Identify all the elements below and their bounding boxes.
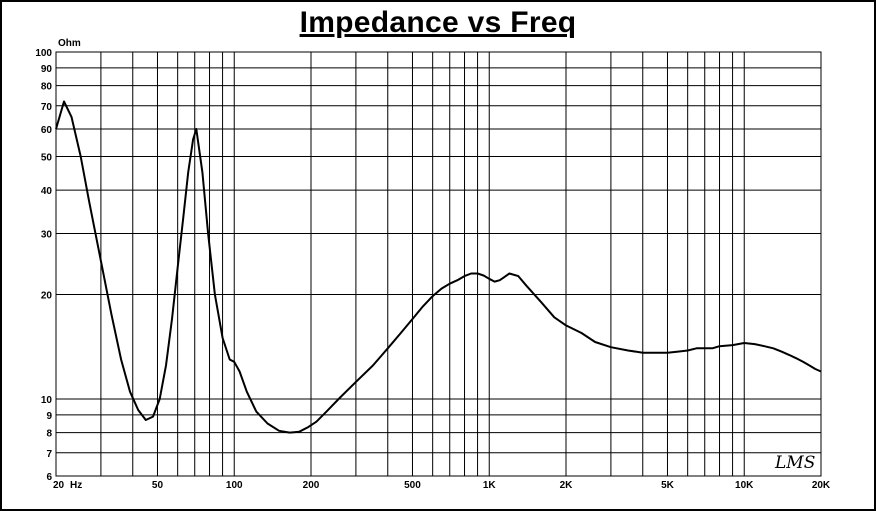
x-tick-label: 50 (152, 480, 164, 491)
y-tick-label: 40 (41, 186, 53, 197)
x-tick-label: 500 (404, 480, 421, 491)
x-tick-label: 1K (483, 480, 497, 491)
x-tick-label: 5K (661, 480, 675, 491)
lms-signature: LMS (774, 453, 815, 473)
y-tick-label: 6 (46, 472, 52, 483)
chart-title: Impedance vs Freq (299, 6, 577, 39)
x-tick-label: 200 (303, 480, 320, 491)
y-tick-label: 30 (41, 229, 53, 240)
x-tick-labels: 20 50 100 200 500 1K 2K 5K 10K 20K (53, 480, 831, 491)
grid-lines (55, 51, 822, 477)
y-tick-label: 100 (35, 48, 52, 59)
x-tick-label: 20K (812, 480, 831, 491)
y-tick-labels: 100 90 80 70 60 50 40 30 20 10 9 8 7 6 (35, 48, 52, 483)
x-tick-label: 20 (53, 480, 65, 491)
y-tick-label: 8 (46, 429, 52, 440)
y-tick-label: 80 (41, 82, 53, 93)
x-tick-label: 10K (735, 480, 754, 491)
y-tick-label: 70 (41, 102, 53, 113)
y-tick-label: 50 (41, 152, 53, 163)
y-tick-label: 60 (41, 125, 53, 136)
y-tick-label: 90 (41, 64, 53, 75)
x-tick-label: 2K (560, 480, 574, 491)
y-tick-label: 20 (41, 291, 53, 302)
x-tick-label: 100 (226, 480, 243, 491)
x-axis-unit: Hz (70, 480, 82, 491)
plot-border (55, 51, 822, 477)
y-tick-label: 9 (46, 411, 52, 422)
y-tick-label: 10 (41, 395, 53, 406)
y-tick-label: 7 (46, 449, 52, 460)
y-axis-unit: Ohm (58, 38, 81, 49)
impedance-curve (55, 100, 822, 434)
